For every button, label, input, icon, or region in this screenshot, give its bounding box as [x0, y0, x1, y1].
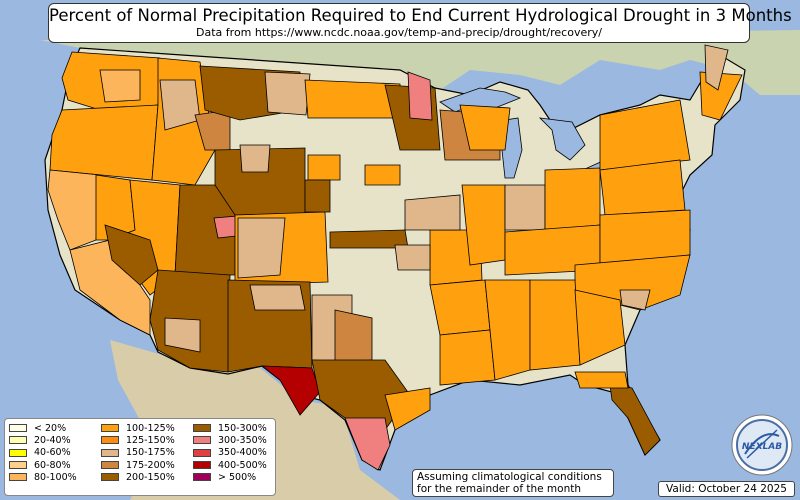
legend: < 20% 20-40% 40-60% 60-80% 80-100% 100-1… [4, 418, 276, 496]
region-texas-central [334, 309, 373, 363]
legend-item: 150-300% [193, 422, 267, 434]
legend-label: 400-500% [218, 459, 267, 471]
assumption-note: Assuming climatological conditions for t… [412, 469, 614, 497]
region-florida-panhandle [574, 371, 629, 389]
legend-item: 175-200% [101, 459, 175, 471]
legend-item: 80-100% [9, 471, 77, 483]
legend-label: 20-40% [34, 434, 71, 446]
legend-item: 60-80% [9, 459, 77, 471]
region-iowa-tan [404, 194, 461, 231]
legend-label: 125-150% [126, 434, 175, 446]
legend-item: 20-40% [9, 434, 77, 446]
region-ohio [544, 167, 601, 231]
region-texas-coast [384, 387, 431, 431]
legend-swatch [193, 461, 211, 470]
legend-label: 200-150% [126, 471, 175, 483]
legend-swatch [193, 473, 211, 482]
legend-label: 100-125% [126, 422, 175, 434]
region-wyoming-tan [239, 144, 271, 173]
legend-label: 150-300% [218, 422, 267, 434]
legend-label: 350-400% [218, 447, 267, 459]
legend-label: > 500% [218, 471, 257, 483]
region-utah-red [213, 215, 239, 239]
legend-swatch [193, 424, 211, 433]
region-florida [609, 384, 661, 456]
title-box: Percent of Normal Precipitation Required… [48, 3, 792, 43]
legend-item: < 20% [9, 422, 77, 434]
legend-swatch [101, 448, 119, 457]
region-indiana-tan [504, 184, 546, 231]
legend-item: 150-175% [101, 447, 175, 459]
legend-label: 60-80% [34, 459, 71, 471]
region-pennsylvania [599, 159, 686, 216]
legend-item: 400-500% [193, 459, 267, 471]
drought-regions [47, 44, 743, 471]
legend-column-2: 100-125% 125-150% 150-175% 175-200% 200-… [101, 422, 175, 483]
region-alabama [529, 279, 581, 371]
region-nevada-south [104, 224, 159, 286]
region-nebraska-orange [307, 154, 341, 181]
legend-label: 80-100% [34, 471, 77, 483]
legend-item: 125-150% [101, 434, 175, 446]
nexlab-logo: NEXLAB [731, 414, 793, 476]
note-line-1: Assuming climatological conditions [417, 471, 602, 483]
legend-item: 100-125% [101, 422, 175, 434]
region-south-dakota [364, 164, 401, 186]
legend-label: 40-60% [34, 447, 71, 459]
legend-swatch [9, 448, 27, 457]
legend-column-3: 150-300% 300-350% 350-400% 400-500% > 50… [193, 422, 267, 483]
legend-swatch [101, 473, 119, 482]
logo-text: NEXLAB [742, 442, 782, 452]
legend-column-1: < 20% 20-40% 40-60% 60-80% 80-100% [9, 422, 77, 483]
region-washington-east [99, 69, 141, 103]
legend-label: 150-175% [126, 447, 175, 459]
region-louisiana [439, 329, 496, 386]
region-arkansas [429, 279, 491, 336]
valid-date: Valid: October 24 2025 [658, 481, 795, 497]
region-carolina-tan [619, 289, 651, 311]
region-missouri-tan [394, 244, 431, 271]
region-west-texas-red [260, 365, 321, 416]
region-maine-tan [704, 44, 729, 91]
note-line-2: for the remainder of the month [417, 483, 582, 495]
region-arizona-tan [164, 317, 201, 353]
legend-item: 40-60% [9, 447, 77, 459]
map-subtitle: Data from https://www.ncdc.noaa.gov/temp… [196, 26, 602, 39]
legend-swatch [101, 424, 119, 433]
region-minnesota-red [407, 71, 433, 121]
region-texas-south-red [344, 417, 391, 471]
region-montana-east [264, 71, 311, 116]
legend-swatch [193, 448, 211, 457]
legend-swatch [101, 436, 119, 445]
region-new-mexico-tan [249, 284, 306, 311]
region-oregon [49, 104, 159, 181]
legend-swatch [193, 436, 211, 445]
region-georgia [574, 289, 626, 366]
legend-item: 350-400% [193, 447, 267, 459]
legend-swatch [9, 473, 27, 482]
map-title: Percent of Normal Precipitation Required… [49, 6, 792, 25]
legend-item: 200-150% [101, 471, 175, 483]
legend-swatch [9, 424, 27, 433]
legend-swatch [101, 461, 119, 470]
legend-label: < 20% [34, 422, 67, 434]
legend-label: 175-200% [126, 459, 175, 471]
region-nebraska [304, 179, 331, 213]
legend-label: 300-350% [218, 434, 267, 446]
lake-huron [538, 117, 586, 161]
legend-swatch [9, 461, 27, 470]
region-colorado-tan [237, 217, 286, 279]
canada-land [40, 30, 800, 95]
region-michigan [459, 104, 511, 151]
region-new-york [599, 99, 691, 171]
region-illinois [461, 184, 506, 266]
legend-item: > 500% [193, 471, 267, 483]
legend-item: 300-350% [193, 434, 267, 446]
legend-swatch [9, 436, 27, 445]
